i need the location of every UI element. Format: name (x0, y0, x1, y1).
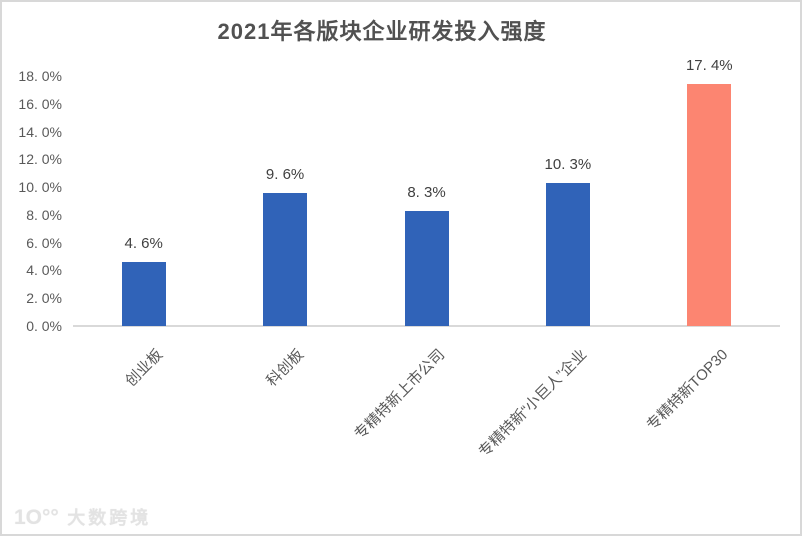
bar-value-label: 9. 6% (265, 165, 305, 183)
bar-value-label: 4. 6% (124, 235, 163, 253)
y-tick-label: 10. 0% (18, 179, 62, 196)
bar-value-label: 17. 4% (685, 57, 733, 75)
y-tick-label: 8. 0% (26, 206, 62, 223)
x-category-label: 科创板 (263, 346, 308, 390)
y-tick-label: 0. 0% (26, 318, 62, 334)
y-tick-label: 12. 0% (18, 151, 62, 168)
watermark-logo-icon: 1O°° (14, 506, 59, 529)
watermark: 1O°° 大数跨境 (14, 504, 151, 530)
y-tick-label: 14. 0% (18, 123, 62, 140)
y-tick-label: 6. 0% (26, 234, 62, 251)
chart-title: 2021年各版块企业研发投入强度 (217, 19, 547, 44)
bar-value-label: 8. 3% (407, 183, 446, 201)
bar (121, 262, 166, 326)
x-category-label: 创业板 (121, 346, 166, 390)
y-tick-label: 18. 0% (18, 68, 62, 84)
bar (263, 192, 308, 326)
bar (687, 84, 732, 326)
bar (545, 182, 590, 326)
x-category-label: 专精特新TOP30 (643, 346, 732, 434)
watermark-brand-text: 大数跨境 (67, 508, 152, 528)
x-category-label: 专精特新“小巨人”企业 (475, 346, 591, 461)
bar (404, 210, 449, 326)
y-tick-label: 2. 0% (26, 290, 62, 307)
y-tick-label: 4. 0% (26, 262, 62, 279)
bar-value-label: 10. 3% (544, 155, 592, 173)
x-axis-line (73, 325, 780, 327)
y-tick-label: 16. 0% (18, 95, 62, 112)
x-category-label: 专精特新上市公司 (351, 346, 449, 444)
